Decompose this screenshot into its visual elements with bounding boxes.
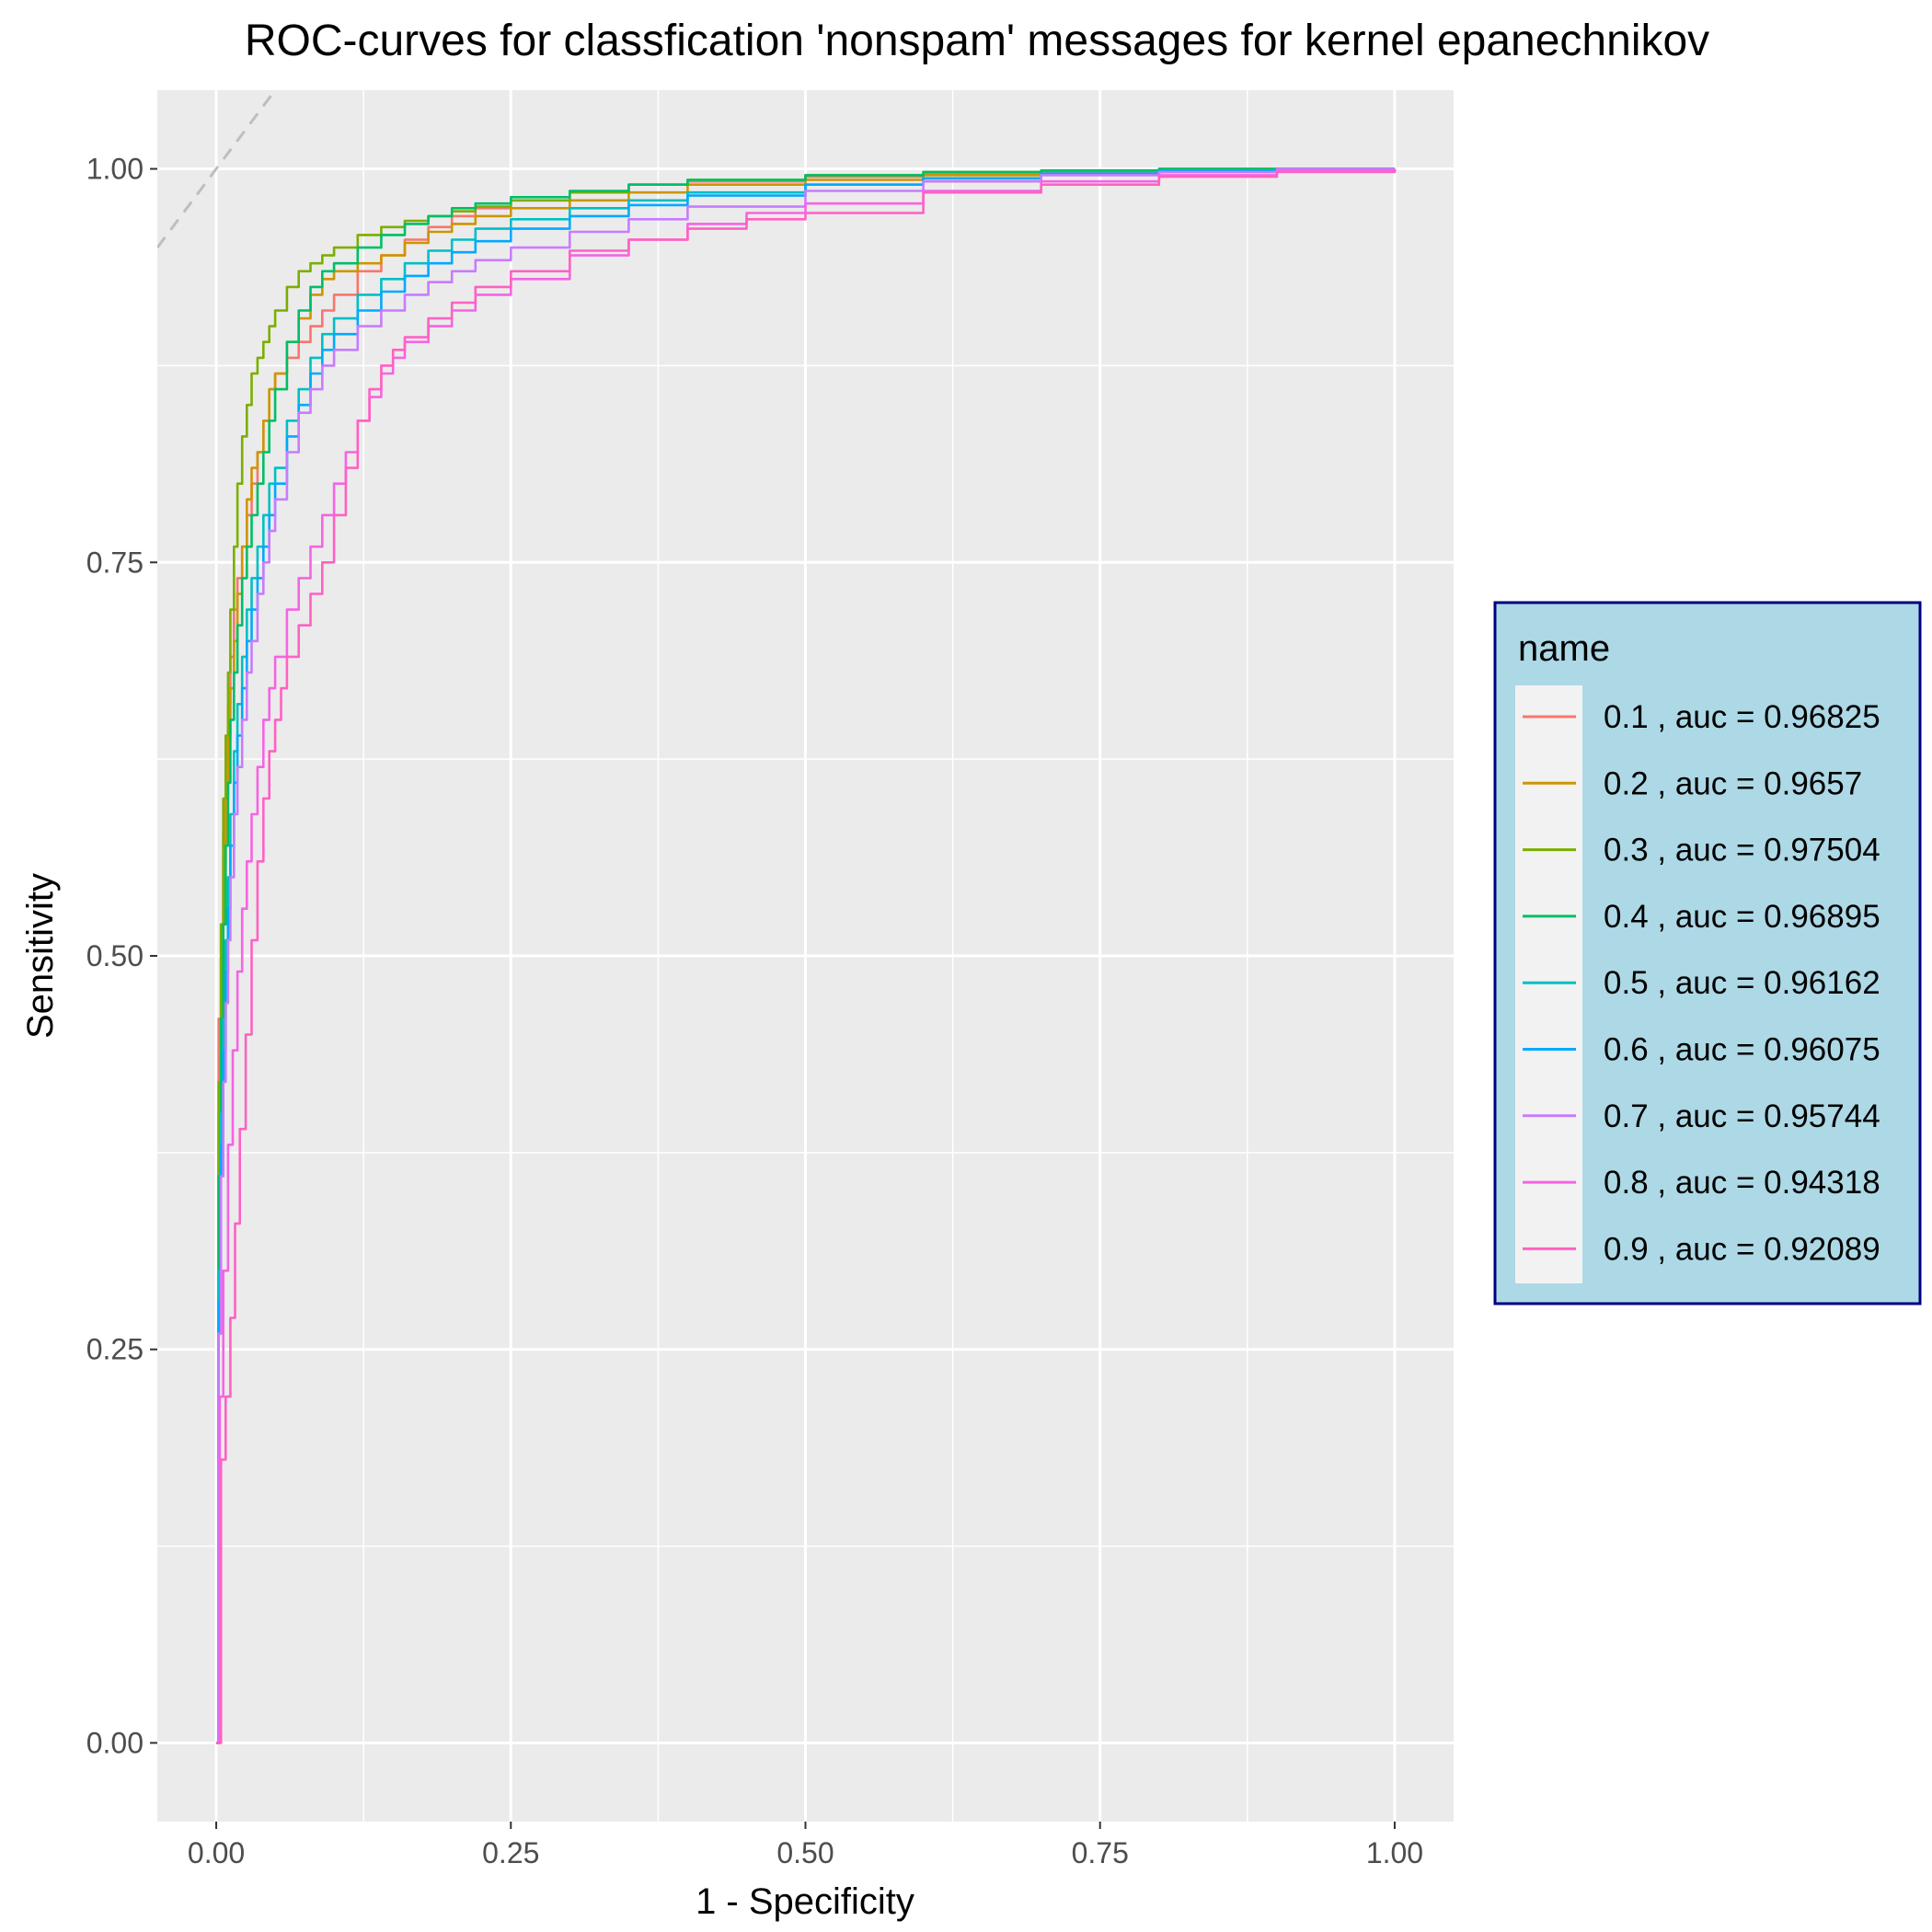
legend-label-4: 0.4 , auc = 0.96895	[1604, 899, 1880, 935]
x-axis-ticks: 0.00 0.25 0.50 0.75 1.00	[188, 1822, 1423, 1869]
roc-curve-4	[216, 167, 1395, 1744]
chart-title: ROC-curves for classfication 'nonspam' m…	[245, 17, 1709, 65]
y-tick-label: 0.50	[86, 939, 144, 972]
x-tick-label: 0.00	[188, 1836, 245, 1869]
legend-label-6: 0.6 , auc = 0.96075	[1604, 1032, 1880, 1068]
y-tick-label: 0.25	[86, 1333, 144, 1366]
legend-label-2: 0.2 , auc = 0.9657	[1604, 765, 1862, 801]
x-tick-label: 0.25	[482, 1836, 539, 1869]
x-tick-label: 0.50	[776, 1836, 834, 1869]
y-tick-label: 0.00	[86, 1726, 144, 1759]
legend-label-3: 0.3 , auc = 0.97504	[1604, 833, 1880, 868]
legend-label-5: 0.5 , auc = 0.96162	[1604, 965, 1880, 1001]
legend-label-7: 0.7 , auc = 0.95744	[1604, 1098, 1880, 1134]
x-axis-title: 1 - Specificity	[696, 1881, 914, 1922]
roc-curves	[216, 167, 1397, 1744]
legend-label-1: 0.1 , auc = 0.96825	[1604, 699, 1880, 735]
roc-curve-7	[216, 167, 1395, 1744]
legend-label-9: 0.9 , auc = 0.92089	[1604, 1231, 1880, 1267]
major-gridlines	[157, 90, 1454, 1822]
y-tick-label: 1.00	[86, 153, 144, 186]
y-tick-label: 0.75	[86, 546, 144, 579]
x-tick-label: 1.00	[1366, 1836, 1423, 1869]
x-tick-label: 0.75	[1072, 1836, 1129, 1869]
y-axis-title: Sensitivity	[20, 873, 61, 1039]
roc-curve-9	[216, 168, 1397, 1744]
legend-label-8: 0.8 , auc = 0.94318	[1604, 1165, 1880, 1201]
y-axis-ticks: 0.00 0.25 0.50 0.75 1.00	[86, 153, 157, 1759]
legend: name 0.1 , auc = 0.96825 0.2 , auc = 0.96…	[1493, 601, 1922, 1305]
legend-title: name	[1518, 628, 1610, 669]
legend-key-background	[1515, 685, 1582, 1283]
diagonal-reference-line	[157, 90, 277, 248]
